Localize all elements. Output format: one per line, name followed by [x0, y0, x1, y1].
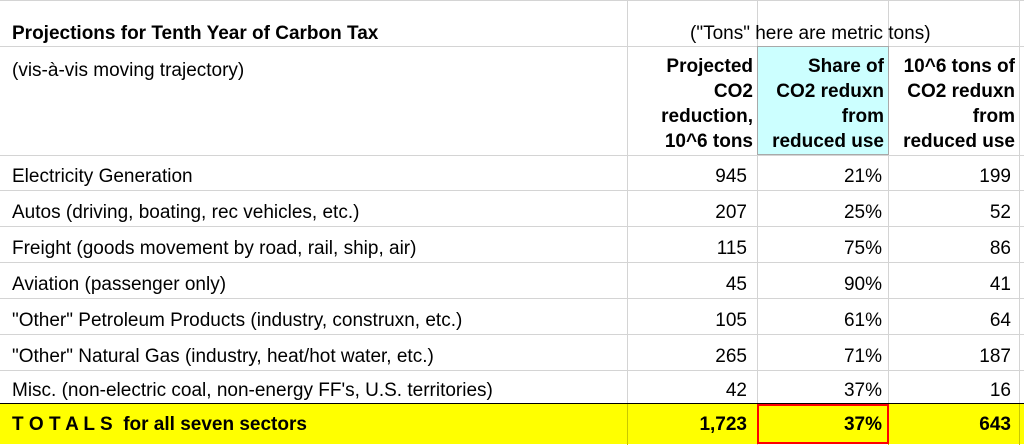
- header-line: reduction,: [661, 106, 753, 127]
- row-tons: 64: [989, 310, 1011, 331]
- gridline-horizontal: [0, 370, 1024, 371]
- gridline-horizontal: [0, 0, 1024, 1]
- header-line: Projected: [666, 56, 753, 77]
- gridline-horizontal: [0, 226, 1024, 227]
- row-projected: 105: [715, 310, 747, 331]
- row-share: 90%: [843, 274, 882, 295]
- units-note: ("Tons" here are metric tons): [690, 23, 931, 44]
- gridline-horizontal: [0, 262, 1024, 263]
- gridline-vertical: [1019, 0, 1020, 445]
- totals-share: 37%: [843, 414, 882, 435]
- row-projected: 45: [725, 274, 747, 295]
- row-tons: 199: [979, 166, 1011, 187]
- share-header-highlight: [757, 46, 889, 155]
- totals-row-background: [0, 404, 1024, 444]
- header-share: Share of CO2 reduxn from reduced use: [757, 54, 884, 154]
- row-label: Misc. (non-electric coal, non-energy FF'…: [12, 380, 493, 401]
- header-line: from: [972, 106, 1015, 127]
- gridline-horizontal: [0, 190, 1024, 191]
- row-projected: 945: [715, 166, 747, 187]
- header-line: 10^6 tons: [664, 131, 753, 152]
- gridline-horizontal: [0, 298, 1024, 299]
- row-tons: 86: [989, 238, 1011, 259]
- row-projected: 207: [715, 202, 747, 223]
- gridline-vertical: [757, 0, 758, 445]
- header-projected: Projected CO2 reduction, 10^6 tons: [627, 54, 753, 154]
- totals-tons: 643: [979, 414, 1011, 435]
- totals-projected: 1,723: [699, 414, 747, 435]
- header-line: CO2 reduxn: [776, 81, 884, 102]
- row-share: 71%: [843, 346, 882, 367]
- gridline-horizontal: [0, 334, 1024, 335]
- header-line: from: [841, 106, 884, 127]
- header-line: 10^6 tons of: [903, 56, 1015, 77]
- row-label: Freight (goods movement by road, rail, s…: [12, 238, 417, 259]
- header-line: CO2 reduxn: [907, 81, 1015, 102]
- row-tons: 187: [979, 346, 1011, 367]
- header-line: reduced use: [903, 131, 1015, 152]
- row-projected: 42: [725, 380, 747, 401]
- total-share-highlight: [757, 404, 889, 444]
- header-line: reduced use: [772, 131, 884, 152]
- gridline-horizontal: [0, 46, 1024, 47]
- header-tons: 10^6 tons of CO2 reduxn from reduced use: [888, 54, 1015, 154]
- row-share: 21%: [843, 166, 882, 187]
- header-line: CO2: [713, 81, 753, 102]
- row-tons: 52: [989, 202, 1011, 223]
- row-projected: 265: [715, 346, 747, 367]
- gridline-vertical: [627, 0, 628, 445]
- table-title: Projections for Tenth Year of Carbon Tax: [12, 23, 379, 44]
- row-label: Autos (driving, boating, rec vehicles, e…: [12, 202, 360, 223]
- gridline-vertical: [888, 0, 889, 445]
- row-share: 75%: [843, 238, 882, 259]
- row-share: 25%: [843, 202, 882, 223]
- gridline-horizontal: [0, 155, 1024, 156]
- totals-label: T O T A L S for all seven sectors: [12, 414, 307, 435]
- row-share: 37%: [843, 380, 882, 401]
- row-label: "Other" Natural Gas (industry, heat/hot …: [12, 346, 434, 367]
- row-label: Aviation (passenger only): [12, 274, 227, 295]
- table-subtitle: (vis-à-vis moving trajectory): [12, 60, 245, 81]
- row-share: 61%: [843, 310, 882, 331]
- row-tons: 16: [989, 380, 1011, 401]
- row-projected: 115: [716, 238, 747, 259]
- gridline-vertical: [1019, 404, 1020, 445]
- gridline-vertical: [627, 404, 628, 445]
- row-label: Electricity Generation: [12, 166, 193, 187]
- totals-row-border: [0, 403, 1024, 404]
- row-tons: 41: [989, 274, 1011, 295]
- row-label: "Other" Petroleum Products (industry, co…: [12, 310, 463, 331]
- header-line: Share of: [807, 56, 884, 77]
